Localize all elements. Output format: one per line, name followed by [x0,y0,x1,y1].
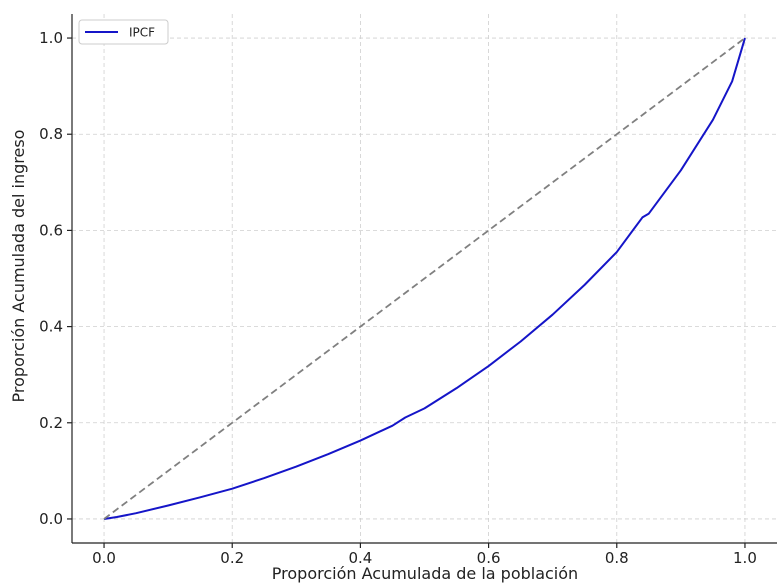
x-tick-label-0: 0.0 [92,549,116,567]
y-tick-label-5: 1.0 [39,29,63,47]
tick-labels: 0.0 0.2 0.4 0.6 0.8 1.0 0.0 0.2 0.4 0.6 0.8 1.0 [39,29,757,567]
legend-label-ipcf: IPCF [129,26,155,40]
equality-line [103,37,746,520]
y-tick-label-4: 0.8 [39,125,63,143]
x-tick-label-4: 0.8 [605,549,629,567]
grid [72,14,777,543]
y-tick-label-1: 0.2 [39,414,63,432]
y-tick-label-2: 0.4 [39,318,63,336]
x-tick-label-2: 0.4 [348,549,372,567]
x-axis-label: Proporción Acumulada de la población [272,564,578,583]
x-tick-label-1: 0.2 [220,549,244,567]
series-line-ipcf [103,37,746,520]
y-tick-label-0: 0.0 [39,510,63,528]
x-tick-label-3: 0.6 [477,549,501,567]
legend-box [78,19,169,45]
plot-series [103,37,746,520]
y-tick-label-3: 0.6 [39,221,63,239]
axes [67,14,777,548]
y-axis-label: Proporción Acumulada del ingreso [9,130,28,403]
x-tick-label-5: 1.0 [733,549,757,567]
legend: IPCF [78,19,169,45]
